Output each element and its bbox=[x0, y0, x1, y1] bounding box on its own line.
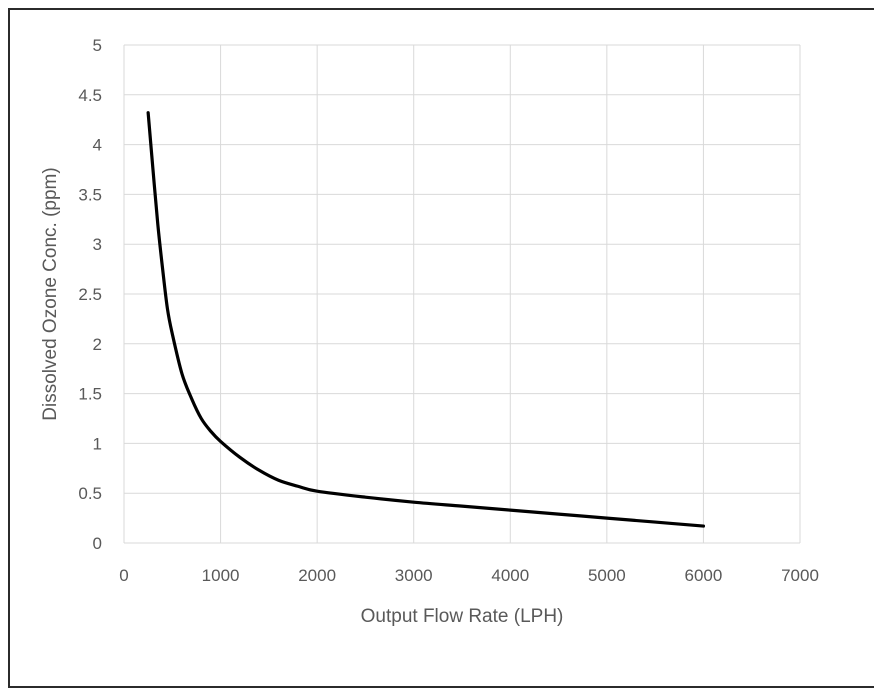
y-tick-label: 0.5 bbox=[78, 484, 102, 503]
x-axis-title: Output Flow Rate (LPH) bbox=[361, 606, 564, 627]
series-layer bbox=[146, 111, 706, 528]
tick-labels: 0 0.5 1 1.5 2 2.5 3 3.5 4 4.5 5 0 1000 2000 3000 4000 50… bbox=[78, 36, 819, 585]
series-line bbox=[146, 111, 706, 528]
y-tick-label: 2.5 bbox=[78, 285, 102, 304]
x-tick-label: 4000 bbox=[491, 566, 529, 585]
y-tick-label: 4.5 bbox=[78, 86, 102, 105]
x-tick-label: 1000 bbox=[202, 566, 240, 585]
y-tick-label: 2 bbox=[93, 335, 102, 354]
y-tick-label: 1 bbox=[93, 434, 102, 453]
chart-svg: 0 0.5 1 1.5 2 2.5 3 3.5 4 4.5 5 0 1000 2000 3000 4000 50… bbox=[40, 36, 819, 627]
x-tick-label: 3000 bbox=[395, 566, 433, 585]
x-tick-label: 5000 bbox=[588, 566, 626, 585]
y-tick-label: 3.5 bbox=[78, 185, 102, 204]
x-tick-label: 2000 bbox=[298, 566, 336, 585]
x-tick-label: 7000 bbox=[781, 566, 819, 585]
y-tick-label: 0 bbox=[93, 534, 102, 553]
y-tick-label: 4 bbox=[93, 136, 102, 155]
y-tick-label: 3 bbox=[93, 235, 102, 254]
y-tick-label: 1.5 bbox=[78, 385, 102, 404]
x-tick-label: 0 bbox=[119, 566, 128, 585]
y-tick-label: 5 bbox=[93, 36, 102, 55]
grid-lines bbox=[123, 44, 801, 544]
y-axis-title: Dissolved Ozone Conc. (ppm) bbox=[40, 167, 61, 420]
chart-frame bbox=[8, 8, 874, 688]
x-tick-label: 6000 bbox=[685, 566, 723, 585]
